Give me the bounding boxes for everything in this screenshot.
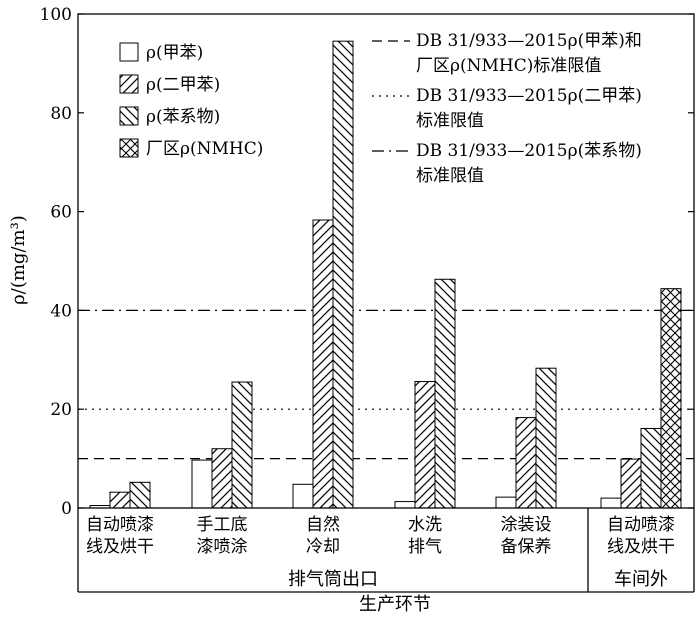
category-label: 自动喷漆 xyxy=(607,515,675,535)
legend-swatch xyxy=(119,106,139,126)
bar-3-series-1 xyxy=(292,483,314,509)
legend-label: ρ(甲苯) xyxy=(146,43,203,63)
bar-6-series-1 xyxy=(600,497,622,509)
group-label: 车间外 xyxy=(614,569,668,590)
category-label: 冷却 xyxy=(306,537,340,557)
bar-5-series-2 xyxy=(515,417,537,509)
legend-swatch xyxy=(119,138,139,158)
plot-frame xyxy=(77,13,695,593)
y-tick-label: 60 xyxy=(50,203,72,223)
legend-swatch xyxy=(119,42,139,62)
x-axis: 自动喷漆线及烘干手工底漆喷涂自然冷却水洗排气涂装设备保养自动喷漆线及烘干排气筒出… xyxy=(86,515,675,590)
category-label: 自然 xyxy=(306,515,340,535)
bar-1-series-3 xyxy=(129,481,151,509)
category-label: 漆喷涂 xyxy=(197,537,248,557)
category-label: 涂装设 xyxy=(501,515,552,535)
bar-1-series-2 xyxy=(109,491,131,509)
bar-2-series-3 xyxy=(231,381,253,509)
bar-2-series-2 xyxy=(211,448,233,509)
y-tick-label: 40 xyxy=(50,301,72,321)
bar-6-series-2 xyxy=(620,458,642,509)
y-axis-title: ρ/(mg/m³) xyxy=(8,215,29,305)
y-tick-label: 80 xyxy=(50,104,72,124)
plot-border xyxy=(77,13,695,509)
category-label: 自动喷漆 xyxy=(86,515,154,535)
bar-3-series-2 xyxy=(312,219,334,509)
legend: ρ(甲苯) ρ(二甲苯) ρ(苯系物) 厂区ρ(NMHC) xyxy=(119,42,263,159)
bar-4-series-1 xyxy=(394,501,416,509)
y-tick-label: 0 xyxy=(61,499,72,519)
bar-2-series-1 xyxy=(191,459,213,509)
legend-swatch xyxy=(119,74,139,94)
bar-3-series-3 xyxy=(332,40,354,509)
reference-legend-label: 厂区ρ(NMHC)标准限值 xyxy=(416,56,601,76)
bar-6-series-4 xyxy=(660,288,682,509)
reference-legend-label: DB 31/933—2015ρ(二甲苯) xyxy=(416,86,642,106)
bar-4-series-2 xyxy=(414,381,436,509)
x-axis-title: 生产环节 xyxy=(359,594,431,615)
category-label: 线及烘干 xyxy=(607,537,675,557)
legend-label: ρ(二甲苯) xyxy=(146,75,220,95)
bar-5-series-1 xyxy=(495,496,517,509)
category-label: 手工底 xyxy=(197,515,248,535)
bar-6-series-3 xyxy=(640,427,662,509)
category-label: 线及烘干 xyxy=(86,537,154,557)
y-tick-label: 20 xyxy=(50,400,72,420)
group-label: 排气筒出口 xyxy=(288,569,378,590)
y-tick-label: 100 xyxy=(40,5,72,25)
reference-legend-label: DB 31/933—2015ρ(甲苯)和 xyxy=(416,31,642,51)
bar-5-series-3 xyxy=(535,367,557,509)
category-label: 水洗 xyxy=(408,515,442,535)
reference-legend-label: 标准限值 xyxy=(416,166,484,186)
legend-label: ρ(苯系物) xyxy=(146,107,220,127)
bar-4-series-3 xyxy=(434,278,456,509)
bars xyxy=(89,40,682,509)
category-label: 排气 xyxy=(408,537,442,557)
reference-lines xyxy=(78,309,694,460)
y-axis: 0 20 40 60 80 100 xyxy=(40,5,694,519)
legend-label: 厂区ρ(NMHC) xyxy=(146,139,263,159)
reference-legend-label: DB 31/933—2015ρ(苯系物) xyxy=(416,141,642,161)
category-label: 备保养 xyxy=(501,537,552,557)
reference-legend-label: 标准限值 xyxy=(416,111,484,131)
